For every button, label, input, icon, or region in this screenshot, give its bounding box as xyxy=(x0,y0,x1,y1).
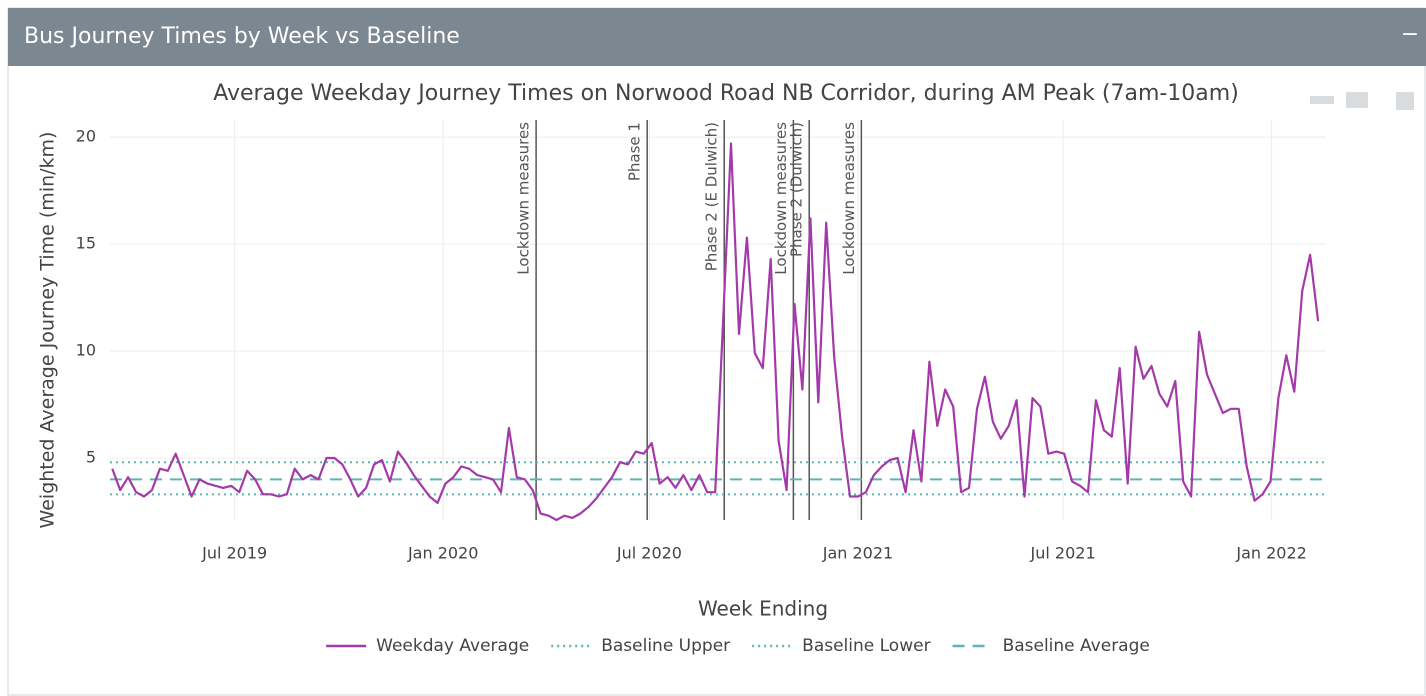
collapse-button[interactable]: − xyxy=(1401,22,1419,47)
x-tick-label: Jul 2019 xyxy=(201,544,267,563)
panel-title: Bus Journey Times by Week vs Baseline xyxy=(24,24,460,49)
toolbar xyxy=(1310,92,1414,110)
y-axis-title: Weighted Average Journey Time (min/km) xyxy=(37,132,59,529)
toolbar-icon[interactable] xyxy=(1346,92,1368,108)
y-tick-label: 20 xyxy=(76,127,96,146)
panel-header xyxy=(8,8,1426,66)
chart-title: Average Weekday Journey Times on Norwood… xyxy=(213,81,1239,106)
x-tick-label: Jul 2021 xyxy=(1030,544,1096,563)
series-line xyxy=(111,142,1320,522)
y-tick-label: 15 xyxy=(76,234,96,253)
event-label: Lockdown measures xyxy=(515,122,533,275)
event-label: Phase 2 (Dulwich) xyxy=(788,122,806,257)
y-tick-label: 5 xyxy=(86,447,96,466)
legend-label: Weekday Average xyxy=(376,636,529,656)
x-tick-label: Jan 2022 xyxy=(1235,544,1306,563)
y-tick-label: 10 xyxy=(76,341,96,360)
x-tick-label: Jul 2020 xyxy=(616,544,682,563)
event-label: Phase 1 xyxy=(626,122,644,181)
x-axis-title: Week Ending xyxy=(698,597,828,621)
x-tick-label: Jan 2021 xyxy=(822,544,893,563)
event-label: Lockdown measures xyxy=(840,122,858,275)
event-label: Phase 2 (E Dulwich) xyxy=(703,122,721,271)
toolbar-icon[interactable] xyxy=(1396,92,1414,110)
x-tick-label: Jan 2020 xyxy=(407,544,478,563)
legend-label: Baseline Lower xyxy=(802,636,930,656)
legend: Weekday Average Baseline Upper Baseline Lo… xyxy=(326,636,1150,656)
toolbar-icon[interactable] xyxy=(1310,96,1334,104)
event-label: Lockdown measures xyxy=(772,122,790,275)
legend-label: Baseline Upper xyxy=(601,636,730,656)
legend-label: Baseline Average xyxy=(1003,636,1150,656)
